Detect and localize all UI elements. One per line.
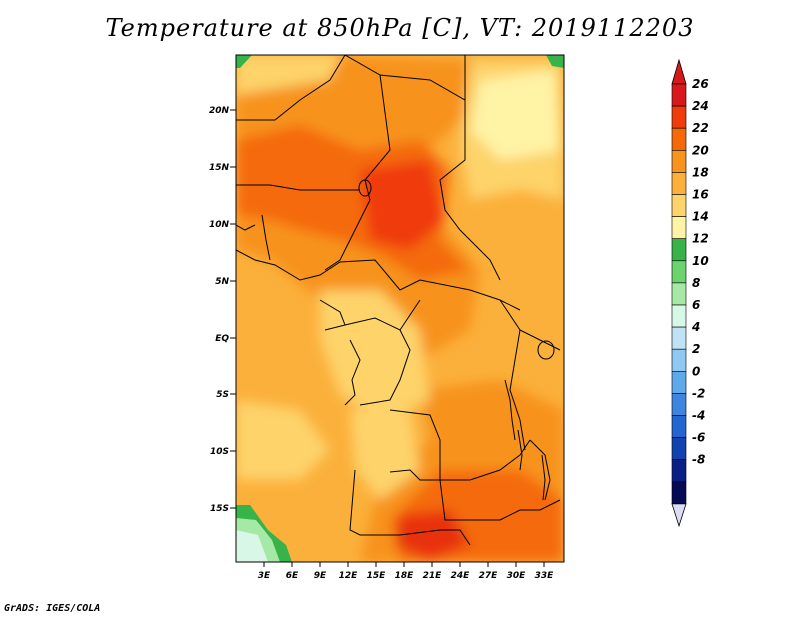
lon-tick-label: 3E: [258, 571, 271, 581]
lat-tick-label: 15S: [210, 504, 229, 514]
colorbar-segment: [671, 370, 687, 394]
temperature-field: [236, 55, 564, 562]
lon-tick-label: 9E: [314, 571, 327, 581]
lakes: [358, 179, 555, 501]
colorbar-label: 26: [692, 77, 709, 91]
map-frame: [235, 54, 565, 563]
colorbar-segment: [671, 481, 687, 505]
colorbar-label: 10: [692, 254, 709, 268]
lat-tick-label: 20N: [209, 106, 230, 116]
colorbar-segment: [671, 459, 687, 483]
colorbar-segment: [671, 348, 687, 372]
lon-tick-label: 33E: [535, 571, 555, 581]
colorbar-segment: [671, 326, 687, 350]
colorbar-segment: [671, 83, 687, 107]
colorbar-label: 6: [692, 298, 700, 312]
colorbar-label: 20: [692, 143, 709, 157]
lon-axis: 3E 6E 9E 12E 15E 18E 21E 24E 27E 30E 33E: [258, 562, 554, 581]
lat-tick-label: EQ: [215, 334, 229, 344]
lat-tick-label: 10N: [209, 220, 230, 230]
colorbar-segment: [671, 194, 687, 217]
lon-tick-label: 21E: [423, 571, 443, 581]
colorbar-segment: [671, 172, 687, 195]
colorbar-label: -6: [692, 431, 705, 445]
colorbar-segment: [671, 304, 687, 328]
lat-tick-label: 5S: [216, 390, 229, 400]
colorbar-top-arrow: [671, 58, 687, 85]
colorbar-bottom-arrow: [671, 503, 687, 528]
map-title: Temperature at 850hPa [C], VT: 201911220…: [105, 14, 695, 42]
colorbar-segment: [671, 105, 687, 129]
colorbar-label: -8: [692, 453, 705, 467]
grads-credit: GrADS: IGES/COLA: [4, 603, 101, 614]
colorbar-segment: [671, 216, 687, 240]
colorbar-segment: [671, 282, 687, 306]
colorbar-label: 22: [692, 121, 709, 135]
colorbar-label: 14: [692, 210, 709, 224]
colorbar-segment: [671, 393, 687, 416]
lon-tick-label: 6E: [286, 571, 299, 581]
colorbar-segment: [671, 437, 687, 461]
lon-tick-label: 30E: [507, 571, 527, 581]
colorbar-label: -2: [692, 386, 705, 400]
colorbar-label: 12: [692, 232, 709, 246]
colorbar-segment: [671, 415, 687, 438]
lat-tick-label: 10S: [210, 447, 229, 457]
colorbar-segment: [671, 150, 687, 173]
lat-tick-label: 5N: [215, 277, 229, 287]
lat-tick-label: 15N: [209, 163, 230, 173]
lon-tick-label: 15E: [367, 571, 387, 581]
colorbar-segment: [671, 238, 687, 262]
colorbar-segment: [671, 260, 687, 284]
lon-tick-label: 12E: [339, 571, 359, 581]
colorbar-segment: [671, 127, 687, 151]
colorbar-label: 8: [692, 276, 700, 290]
lat-axis: 20N 15N 10N 5N EQ 5S 10S 15S: [209, 106, 236, 514]
colorbar-label: 18: [692, 165, 709, 179]
colorbar-label: 0: [692, 364, 700, 378]
colorbar-label: 4: [691, 320, 700, 334]
colorbar-label: 24: [692, 99, 709, 113]
colorbar-label: 2: [692, 342, 700, 356]
colorbar-label: 16: [692, 188, 709, 202]
lon-tick-label: 27E: [479, 571, 499, 581]
lon-tick-label: 24E: [451, 571, 471, 581]
lon-tick-label: 18E: [395, 571, 415, 581]
colorbar-label: -4: [692, 409, 705, 423]
